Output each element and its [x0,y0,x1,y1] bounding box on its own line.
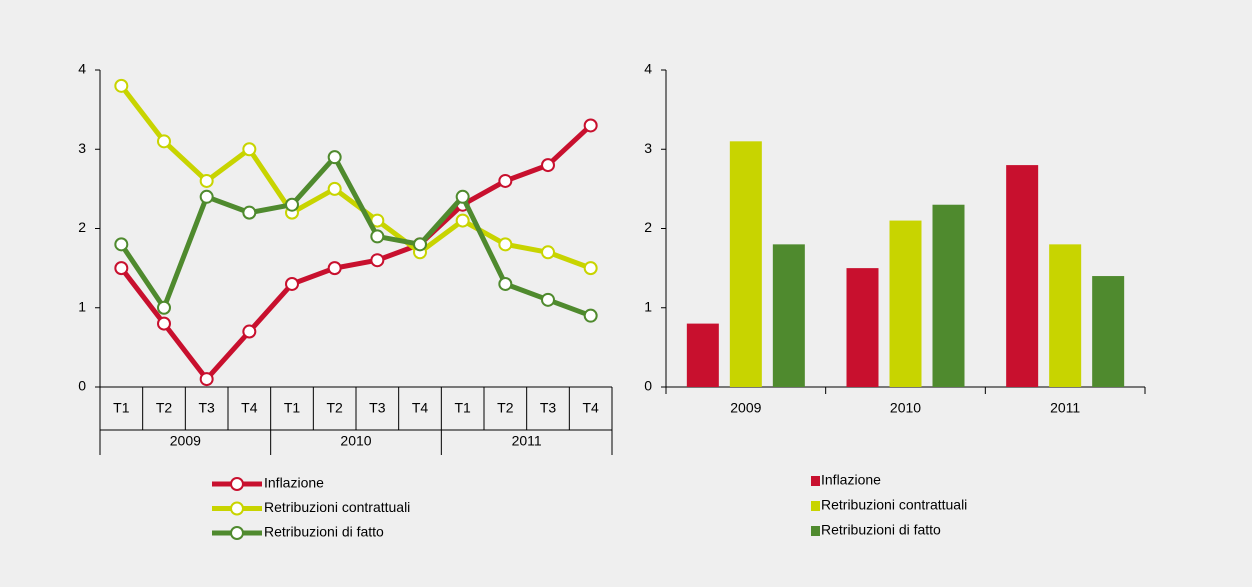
marker [285,276,299,291]
marker [199,189,214,204]
y-tick-label: 2 [78,219,86,235]
marker [413,237,427,252]
bar [889,220,922,387]
bar [1049,244,1082,387]
x-tick-label: T4 [582,400,599,416]
marker [157,316,171,331]
marker [327,261,342,276]
y-tick-label: 1 [644,298,652,314]
x-tick-label: 2009 [730,400,761,416]
legend-marker [230,501,244,516]
marker [541,158,555,173]
marker [114,78,129,93]
marker [583,118,598,133]
legend-label: Inflazione [264,475,324,491]
marker [455,213,470,228]
marker [114,237,129,252]
marker [199,372,214,387]
marker [370,253,385,268]
marker [327,150,342,165]
legend-marker [230,526,244,540]
x-tick-label: T4 [241,400,258,416]
marker [541,245,555,260]
x-group-label: 2010 [340,433,371,449]
bar [1006,165,1039,387]
bar [686,323,719,387]
x-tick-label: T2 [497,400,514,416]
legend-label: Retribuzioni di fatto [821,522,941,538]
legend-swatch [811,476,820,486]
legend-marker [230,477,244,491]
legend-swatch [811,526,820,536]
marker [157,300,171,315]
x-tick-label: T1 [284,400,301,416]
x-tick-label: T2 [326,400,343,416]
x-tick-label: T1 [113,400,130,416]
series-line [119,123,593,382]
x-tick-label: T3 [540,400,557,416]
bar [1092,276,1125,387]
marker [583,261,598,276]
marker [199,173,214,188]
marker [541,292,555,307]
y-tick-label: 4 [644,61,652,77]
bar [846,268,879,387]
legend-label: Retribuzioni contrattuali [821,497,967,513]
series-line [119,154,592,319]
marker [498,173,513,188]
y-tick-label: 0 [644,378,652,394]
y-tick-label: 3 [78,140,86,156]
marker [327,181,342,196]
marker [498,276,513,291]
marker [242,142,257,157]
series-line [119,84,592,271]
legend-label: Retribuzioni contrattuali [264,499,410,515]
x-tick-label: 2010 [890,400,921,416]
x-tick-label: T3 [369,400,386,416]
y-tick-label: 0 [78,378,86,394]
x-group-label: 2011 [512,433,542,449]
marker [370,229,385,244]
legend-label: Retribuzioni di fatto [264,524,384,540]
y-tick-label: 3 [644,140,652,156]
marker [285,197,299,212]
y-tick-label: 4 [78,61,86,77]
legend-label: Inflazione [821,472,881,488]
marker [583,308,598,323]
y-tick-label: 1 [78,298,86,314]
marker [242,205,257,220]
legend-swatch [811,501,820,511]
marker [157,134,171,149]
y-tick-label: 2 [644,219,652,235]
bar [932,204,965,387]
x-tick-label: T4 [412,400,429,416]
x-tick-label: T2 [156,400,173,416]
marker [498,237,513,252]
marker [242,324,257,339]
bar [729,141,762,387]
x-group-label: 2009 [170,433,201,449]
marker [455,189,470,204]
x-tick-label: T3 [198,400,215,416]
x-tick-label: 2011 [1050,400,1080,416]
x-tick-label: T1 [454,400,471,416]
marker [114,261,129,276]
bar [772,244,805,387]
